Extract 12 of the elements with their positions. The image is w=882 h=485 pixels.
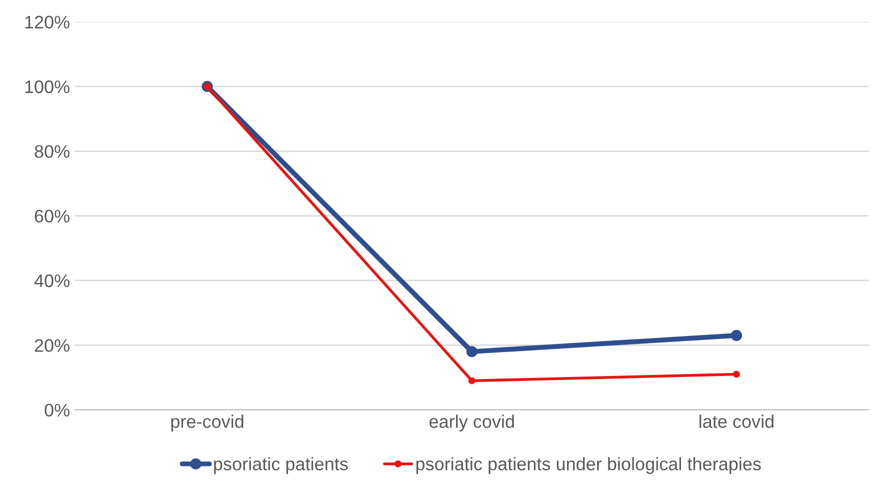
y-tick-label: 20% (34, 339, 70, 352)
y-tick-label: 40% (34, 274, 70, 288)
y-tick-label: 80% (34, 145, 70, 158)
x-tick-label: early covid (429, 414, 514, 432)
y-tick-label: 120% (25, 16, 70, 29)
y-tick-label: 0% (44, 404, 70, 417)
legend-label: psoriatic patients under biological therapies (416, 457, 761, 474)
y-tick-label: 60% (34, 210, 70, 223)
y-tick-label: 100% (25, 80, 70, 94)
legend-label: psoriatic patients (214, 457, 348, 474)
x-tick-label: late covid (700, 414, 774, 428)
x-tick-label: pre-covid (171, 414, 244, 432)
